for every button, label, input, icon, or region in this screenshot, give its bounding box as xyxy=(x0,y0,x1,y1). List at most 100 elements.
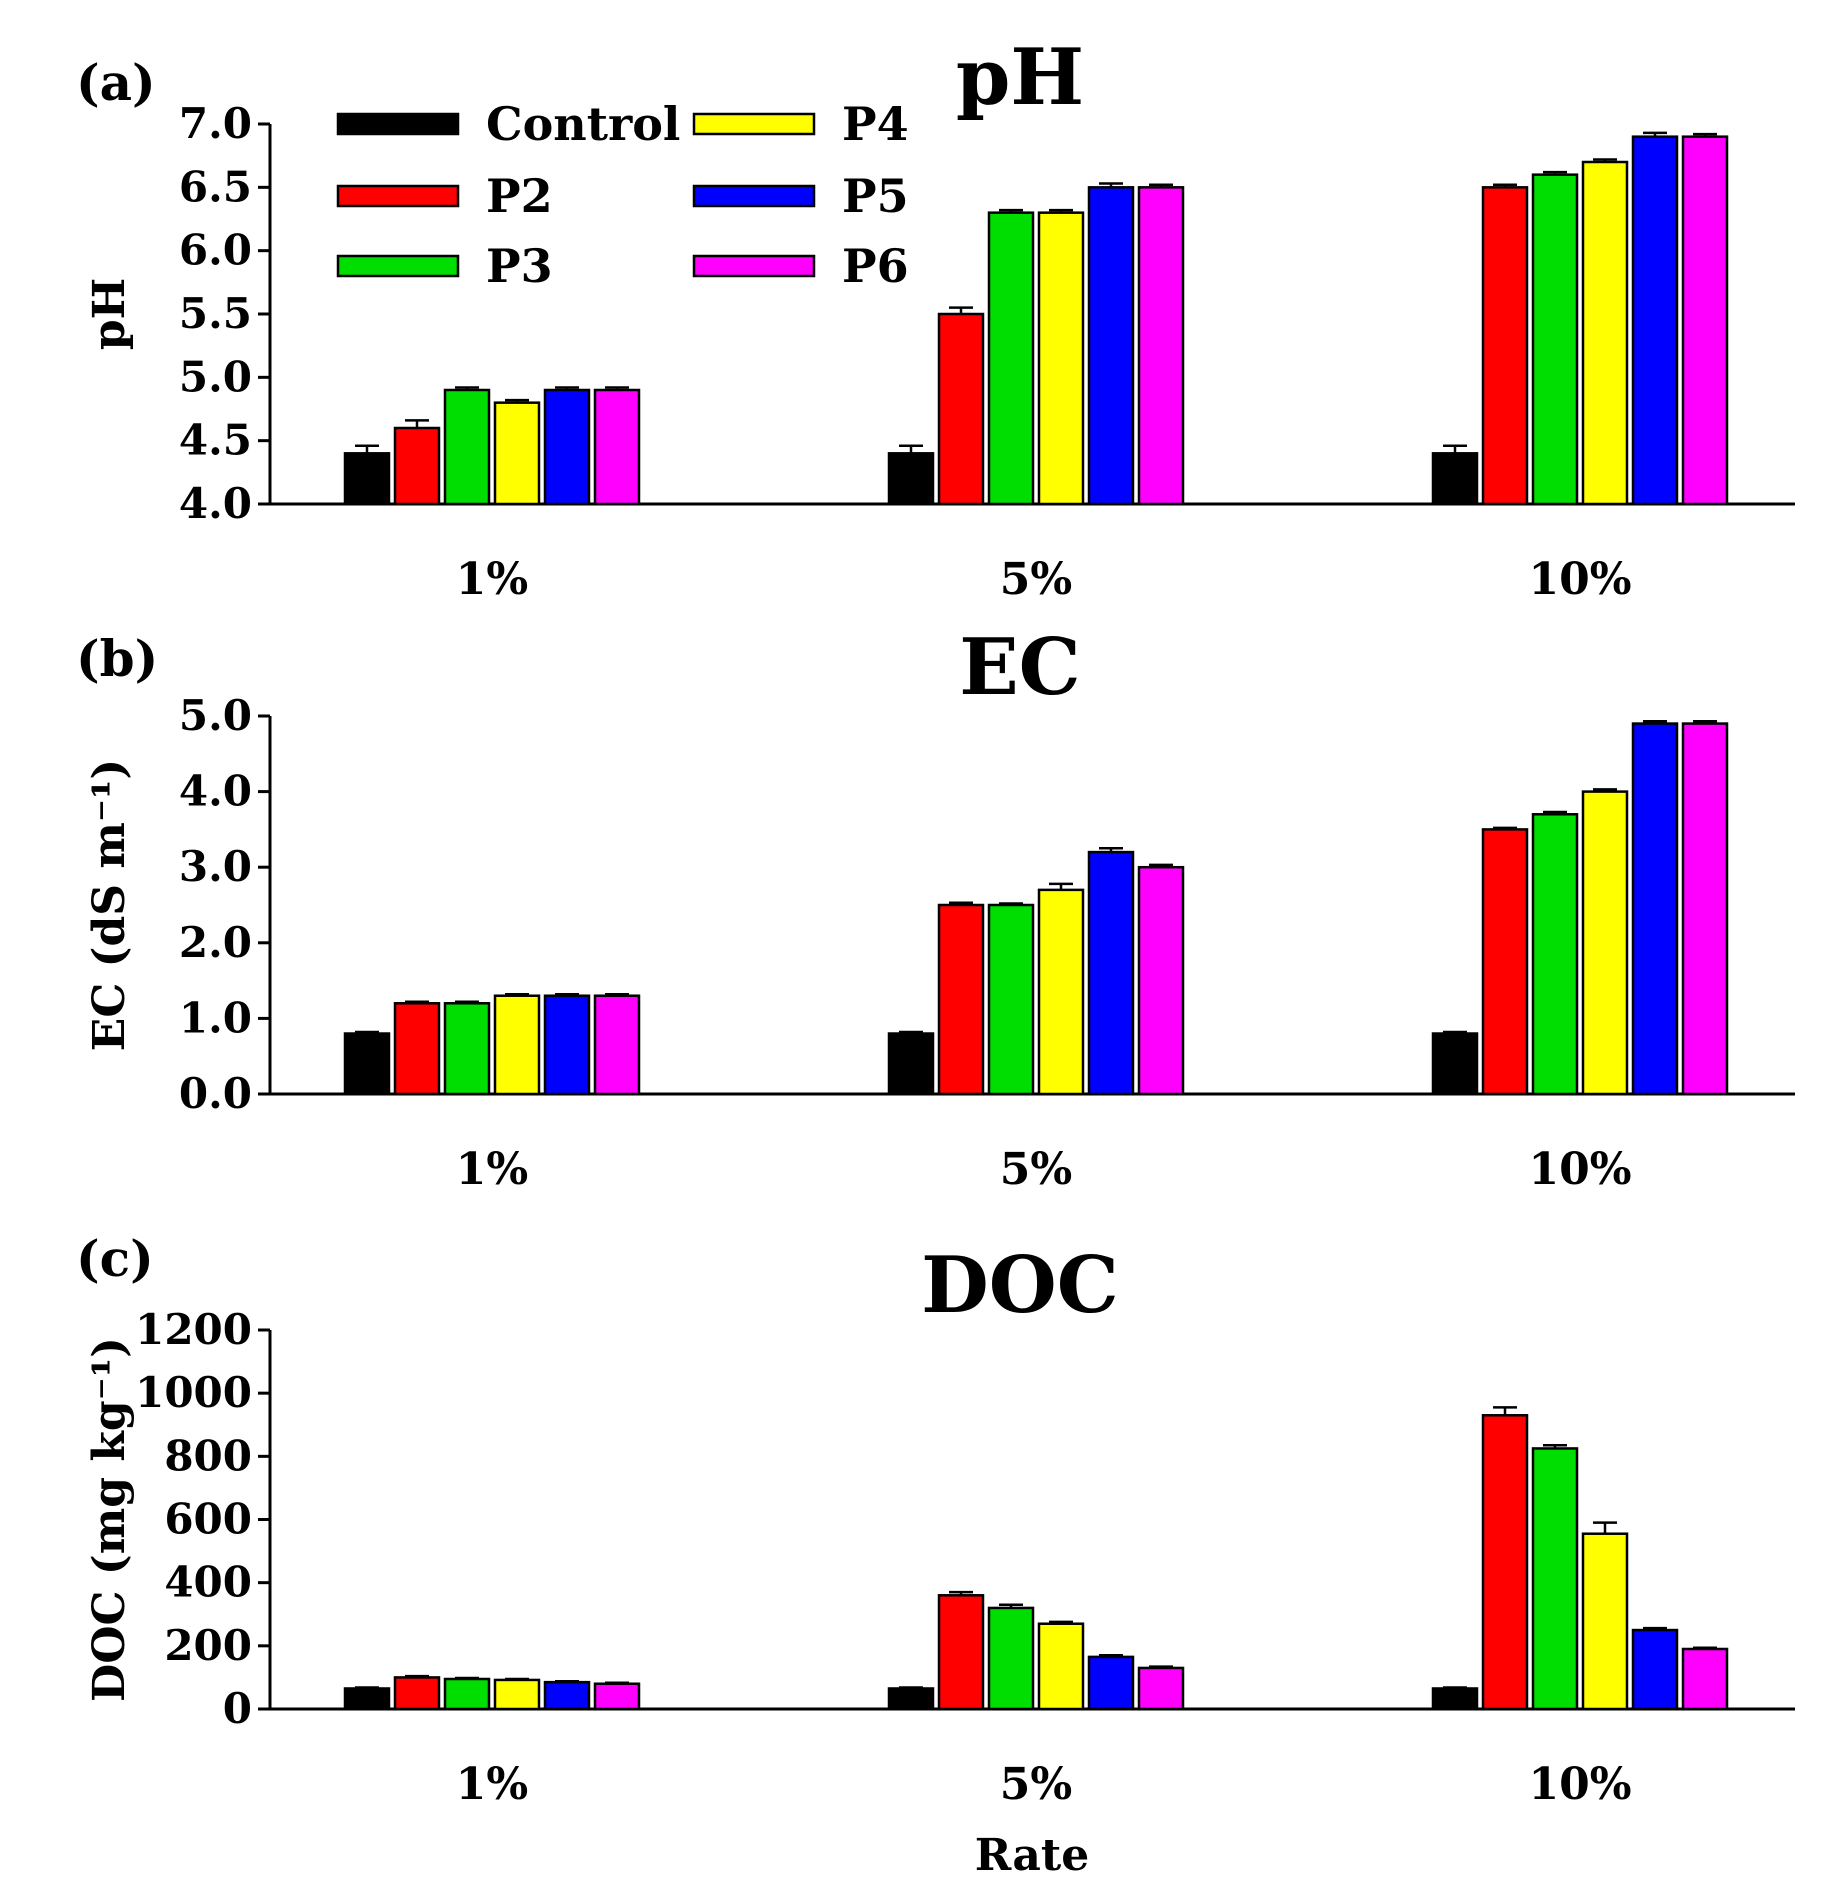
bar-p6 xyxy=(1681,135,1729,506)
bar-p5 xyxy=(1631,135,1679,506)
bar-p6 xyxy=(1137,865,1185,1096)
bar-p5 xyxy=(543,1680,591,1711)
bar-control xyxy=(887,1687,935,1711)
bar-p2 xyxy=(937,903,985,1096)
bar-p4 xyxy=(1037,888,1085,1096)
panel-letter: (a) xyxy=(76,53,156,112)
bar-control xyxy=(343,452,391,506)
panel-letter: (c) xyxy=(76,1229,154,1288)
bar-p4 xyxy=(493,994,541,1096)
y-axis-label: DOC (mg kg⁻¹) xyxy=(84,1337,135,1702)
x-tick-label: 5% xyxy=(1000,554,1072,605)
x-tick-label: 5% xyxy=(1000,1759,1072,1810)
chart-title: EC xyxy=(959,622,1081,713)
bar-control xyxy=(1431,1032,1479,1096)
panels-group: (a) pH 4.0 4.5 5.0 5.5 6.0 6.5 7.0 pH 1% 5% 10% (b) EC… xyxy=(76,32,1795,1881)
legend-swatch-p5 xyxy=(692,184,816,208)
x-tick-label: 5% xyxy=(1000,1144,1072,1195)
y-tick-label: 2.0 xyxy=(179,918,252,967)
panel-0: (a) pH 4.0 4.5 5.0 5.5 6.0 6.5 7.0 pH 1% 5% 10% xyxy=(76,32,1795,605)
panel-1: (b) EC 0.0 1.0 2.0 3.0 4.0 5.0 EC (dS m⁻¹) 1% 5% 10… xyxy=(76,622,1795,1195)
bar-p3 xyxy=(987,1606,1035,1711)
x-tick-label: 1% xyxy=(456,1759,528,1810)
y-tick-label: 0 xyxy=(223,1684,252,1733)
x-tick-label: 1% xyxy=(456,1144,528,1195)
bar-p3 xyxy=(1531,1447,1579,1711)
bar-p4 xyxy=(493,401,541,506)
y-tick-label: 5.5 xyxy=(179,289,252,338)
y-tick-label: 1200 xyxy=(135,1305,252,1354)
legend-swatch-p3 xyxy=(336,254,460,278)
bar-p3 xyxy=(443,1002,491,1096)
bar-p3 xyxy=(987,211,1035,506)
bar-p5 xyxy=(543,388,591,506)
y-tick-label: 6.5 xyxy=(179,162,252,211)
y-tick-label: 800 xyxy=(164,1431,252,1480)
bar-p2 xyxy=(1481,186,1529,506)
y-axis-label: pH xyxy=(84,278,135,350)
bar-p3 xyxy=(443,1677,491,1711)
legend-swatch-p2 xyxy=(336,184,460,208)
x-axis-label: Rate xyxy=(975,1830,1089,1881)
legend-label-p5: P5 xyxy=(842,169,909,223)
bar-p5 xyxy=(1087,850,1135,1096)
bar-p2 xyxy=(1481,828,1529,1096)
bar-p2 xyxy=(937,312,985,506)
y-tick-label: 4.5 xyxy=(179,416,252,465)
bar-p2 xyxy=(937,1594,985,1711)
y-axis-label: EC (dS m⁻¹) xyxy=(84,759,135,1051)
legend-label-p6: P6 xyxy=(842,239,909,293)
bar-p6 xyxy=(593,994,641,1096)
legend: Control P2 P3 P4 P5 P6 xyxy=(336,97,909,293)
bar-p4 xyxy=(1581,160,1629,506)
bar-control xyxy=(343,1687,391,1711)
y-tick-label: 3.0 xyxy=(179,842,252,891)
bar-p2 xyxy=(393,426,441,506)
bar-p5 xyxy=(1087,186,1135,506)
y-tick-label: 200 xyxy=(164,1621,252,1670)
bar-control xyxy=(887,452,935,506)
x-tick-label: 1% xyxy=(456,554,528,605)
y-tick-label: 4.0 xyxy=(179,767,252,816)
y-tick-label: 5.0 xyxy=(179,691,252,740)
legend-swatch-p6 xyxy=(692,254,816,278)
legend-label-p2: P2 xyxy=(486,169,553,223)
bar-p3 xyxy=(1531,813,1579,1096)
bar-p4 xyxy=(1037,1622,1085,1711)
bar-control xyxy=(1431,452,1479,506)
bar-control xyxy=(1431,1687,1479,1711)
bar-p5 xyxy=(543,994,591,1096)
bar-control xyxy=(343,1032,391,1096)
bar-p6 xyxy=(1137,186,1185,506)
bar-control xyxy=(887,1032,935,1096)
bar-p5 xyxy=(1631,1628,1679,1711)
bar-p2 xyxy=(393,1002,441,1096)
legend-swatch-p4 xyxy=(692,112,816,136)
x-tick-label: 10% xyxy=(1528,1759,1631,1810)
y-tick-label: 4.0 xyxy=(179,479,252,528)
y-tick-label: 5.0 xyxy=(179,352,252,401)
bar-p5 xyxy=(1631,722,1679,1096)
bar-p4 xyxy=(1581,790,1629,1096)
chart-title: DOC xyxy=(921,1240,1119,1331)
legend-label-p4: P4 xyxy=(842,97,909,151)
bar-p6 xyxy=(1137,1666,1185,1711)
y-tick-label: 6.0 xyxy=(179,226,252,275)
x-tick-label: 10% xyxy=(1528,554,1631,605)
bar-p6 xyxy=(1681,722,1729,1096)
bar-p6 xyxy=(1681,1647,1729,1711)
y-tick-label: 0.0 xyxy=(179,1069,252,1118)
y-tick-label: 1000 xyxy=(135,1368,252,1417)
bar-p3 xyxy=(443,388,491,506)
bar-p6 xyxy=(593,388,641,506)
bar-p6 xyxy=(593,1682,641,1711)
bar-p3 xyxy=(987,903,1035,1096)
bar-p2 xyxy=(1481,1414,1529,1711)
bar-p4 xyxy=(1581,1532,1629,1711)
y-tick-label: 400 xyxy=(164,1558,252,1607)
legend-label-p3: P3 xyxy=(486,239,553,293)
panel-letter: (b) xyxy=(76,629,158,688)
y-tick-label: 600 xyxy=(164,1495,252,1544)
